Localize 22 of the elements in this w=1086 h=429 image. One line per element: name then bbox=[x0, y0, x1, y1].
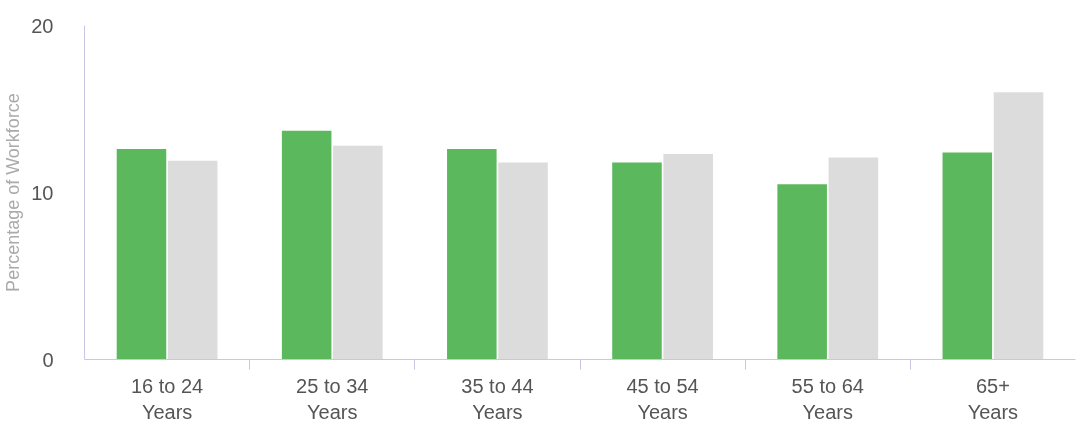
y-tick-label: 0 bbox=[42, 348, 54, 371]
bar bbox=[167, 160, 218, 360]
bar bbox=[447, 149, 497, 360]
bar bbox=[612, 162, 662, 360]
x-tick-label: 65+ Years bbox=[967, 374, 1019, 423]
bar bbox=[281, 130, 332, 360]
x-tick-label: 16 to 24 Years bbox=[130, 374, 204, 423]
bar bbox=[828, 157, 879, 360]
y-axis-title: Percentage of Workforce bbox=[3, 93, 24, 292]
bar bbox=[777, 184, 827, 360]
x-tick-label: 35 to 44 Years bbox=[461, 374, 534, 423]
bar bbox=[498, 162, 548, 360]
x-tick-label: 55 to 64 Years bbox=[791, 374, 864, 423]
x-tick-label: 45 to 54 Years bbox=[626, 374, 699, 423]
y-tick-label: 10 bbox=[31, 181, 54, 204]
bar bbox=[993, 92, 1044, 360]
bar bbox=[333, 145, 383, 360]
bar bbox=[663, 154, 713, 360]
bar bbox=[116, 149, 167, 360]
x-tick-label: 25 to 34 Years bbox=[296, 374, 369, 423]
y-tick-label: 20 bbox=[31, 14, 54, 37]
bar bbox=[942, 152, 993, 360]
